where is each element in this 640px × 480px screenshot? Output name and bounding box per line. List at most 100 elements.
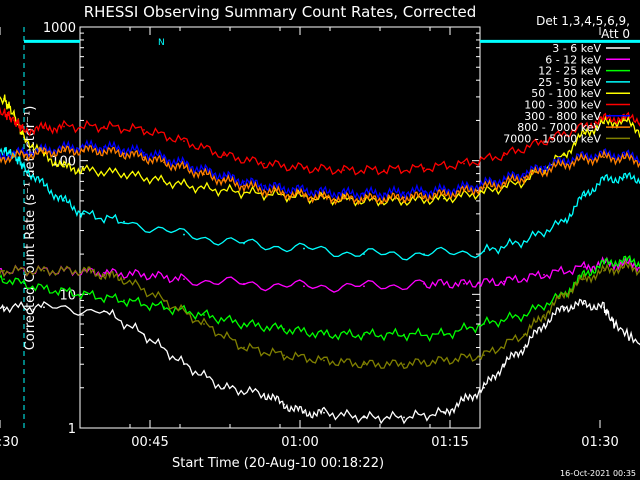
series-point: [583, 132, 585, 135]
series-point: [443, 333, 445, 336]
series-point: [623, 176, 625, 179]
series-point: [283, 403, 285, 406]
series-point: [623, 266, 625, 268]
series-point: [303, 189, 305, 192]
series-25-50keV: [0, 146, 640, 261]
series-point: [443, 359, 445, 362]
series-point: [463, 282, 465, 285]
series-point: [183, 278, 185, 281]
series-line: [0, 260, 640, 370]
series-point: [63, 125, 65, 128]
series-point: [303, 167, 305, 169]
x-tick-label: 01:15: [431, 435, 468, 450]
series-point: [243, 323, 245, 325]
axis-ticks: [0, 26, 601, 429]
series-point: [3, 97, 5, 100]
series-point: [63, 165, 65, 168]
series-point: [243, 282, 245, 285]
series-point: [523, 314, 525, 316]
series-point: [363, 197, 365, 200]
series-point: [123, 152, 125, 155]
series-point: [223, 174, 225, 177]
series-point: [523, 176, 525, 179]
series-point: [383, 192, 385, 195]
series-point: [3, 306, 5, 309]
series-point: [243, 184, 245, 187]
series-point: [163, 161, 165, 164]
series-point: [103, 145, 105, 148]
series-line: [0, 254, 640, 343]
series-line: [0, 144, 640, 206]
series-line: [0, 106, 640, 176]
series-point: [363, 416, 365, 419]
series-point: [303, 285, 305, 288]
series-point: [3, 154, 5, 157]
series-point: [523, 240, 525, 243]
series-point: [123, 278, 125, 281]
series-point: [283, 192, 285, 195]
series-point: [483, 186, 485, 189]
series-point: [443, 193, 445, 196]
footer-timestamp: 16-Oct-2021 00:35: [560, 469, 636, 478]
series-point: [123, 148, 125, 151]
series-point: [163, 180, 165, 183]
legend-label: 800 - 7000 keV: [517, 121, 601, 134]
series-point: [463, 162, 465, 165]
series-point: [383, 169, 385, 172]
series-point: [323, 333, 325, 336]
series-point: [123, 220, 125, 223]
series-point: [623, 259, 625, 262]
series-point: [523, 172, 525, 175]
legend-label: 50 - 100 keV: [531, 87, 601, 100]
legend-label: 7000 - 15000 keV: [503, 132, 601, 145]
series-point: [523, 346, 525, 349]
series-point: [483, 250, 485, 253]
series-point: [603, 306, 605, 309]
series-7000-15000keV: [0, 260, 640, 370]
series-point: [363, 363, 365, 366]
series-point: [23, 151, 25, 154]
series-point: [623, 116, 625, 119]
series-point: [403, 196, 405, 199]
series-point: [483, 323, 485, 325]
series-point: [543, 273, 545, 276]
series-point: [43, 306, 45, 309]
series-point: [363, 253, 365, 255]
series-point: [283, 354, 285, 357]
series-point: [603, 118, 605, 120]
series-point: [623, 157, 625, 160]
series-point: [423, 195, 425, 198]
series-point: [323, 196, 325, 199]
series-point: [3, 156, 5, 159]
series-point: [63, 150, 65, 152]
series-point: [143, 151, 145, 154]
legend-header-line-1: Det 1,3,4,5,6,9,: [536, 14, 630, 28]
series-point: [463, 399, 465, 402]
series-point: [603, 178, 605, 181]
series-point: [423, 282, 425, 285]
legend-label: 12 - 25 keV: [538, 65, 601, 78]
series-line: [0, 94, 640, 207]
series-point: [103, 150, 105, 152]
flag-label: N: [158, 38, 165, 48]
series-point: [563, 293, 565, 296]
series-point: [183, 363, 185, 366]
series-point: [23, 165, 25, 168]
series-point: [543, 314, 545, 316]
series-point: [483, 191, 485, 194]
series-point: [263, 184, 265, 187]
series-line: [0, 256, 640, 293]
series-point: [243, 180, 245, 183]
series-point: [563, 306, 565, 309]
series-point: [503, 280, 505, 283]
series-point: [483, 386, 485, 389]
series-point: [123, 172, 125, 175]
legend-label: 3 - 6 keV: [552, 42, 601, 55]
series-line: [0, 146, 640, 261]
plot-border: [79, 26, 481, 429]
series-point: [223, 154, 225, 157]
series-3-6keV: [0, 298, 640, 425]
series-point: [3, 111, 5, 114]
